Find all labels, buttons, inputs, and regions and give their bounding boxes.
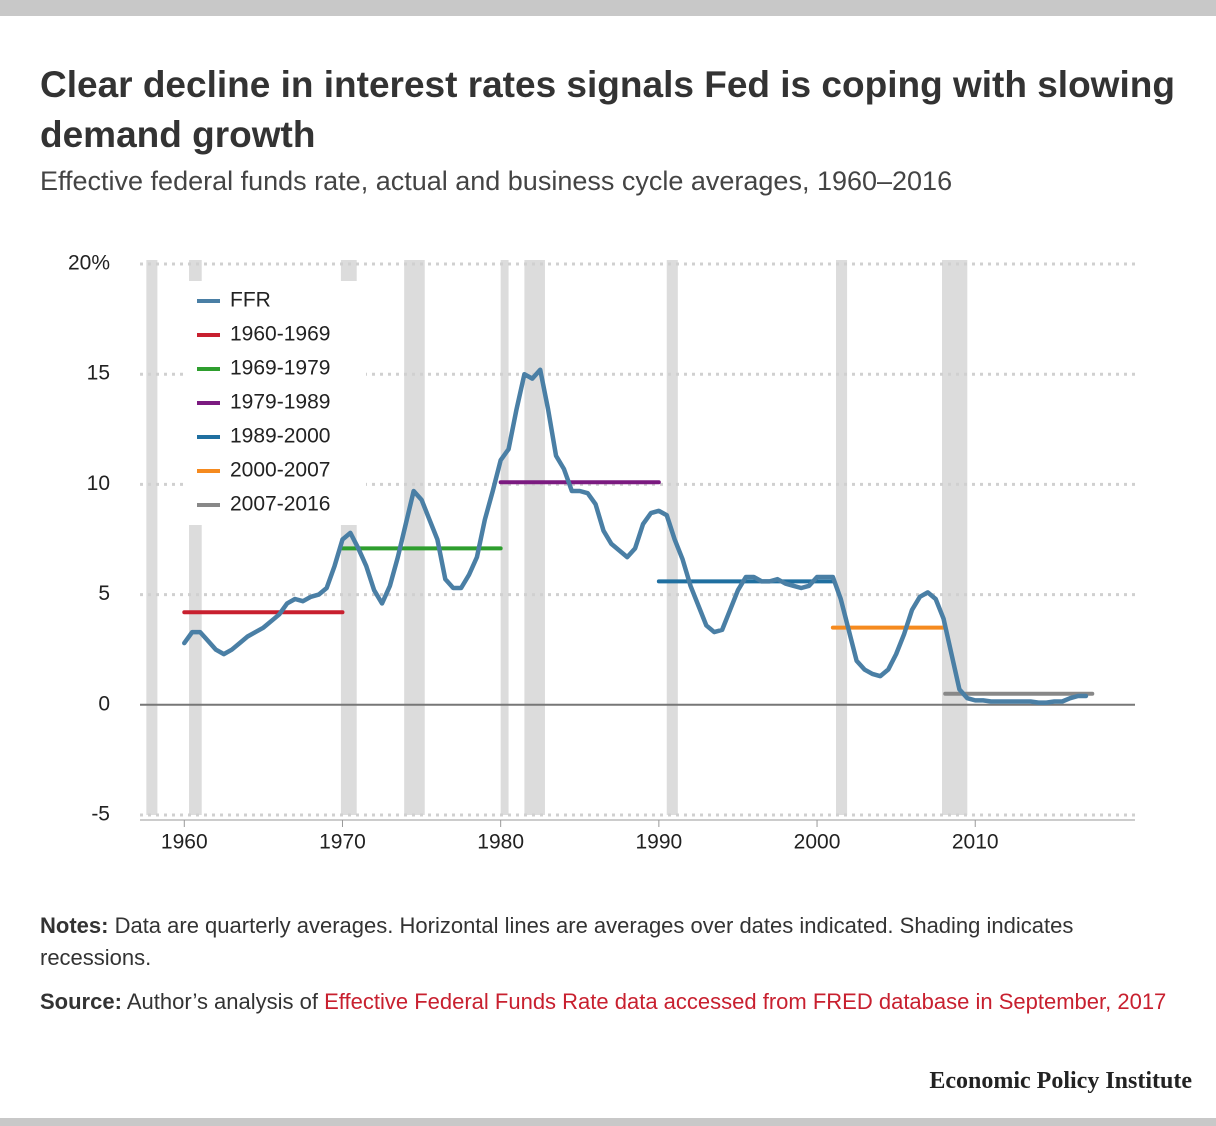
x-tick-label: 2000	[794, 831, 841, 854]
recession-band	[404, 260, 425, 815]
recession-band	[500, 260, 509, 815]
x-tick-label: 1960	[161, 831, 208, 854]
y-tick-label: 0	[98, 692, 110, 715]
bottom-bar	[0, 1118, 1216, 1126]
legend-label: 1979-1989	[230, 391, 330, 414]
source: Source: Author’s analysis of Effective F…	[40, 986, 1170, 1018]
legend-label: 2007-2016	[230, 493, 330, 516]
x-tick-label: 1970	[319, 831, 366, 854]
chart-title: Clear decline in interest rates signals …	[40, 64, 1175, 155]
recession-band	[942, 260, 968, 815]
y-tick-label: 10	[87, 472, 110, 495]
source-text: Author’s analysis of	[121, 989, 325, 1014]
recession-band	[146, 260, 158, 815]
source-link[interactable]: Effective Federal Funds Rate data access…	[324, 989, 1167, 1014]
legend-label: 2000-2007	[230, 459, 330, 482]
top-bar	[0, 0, 1216, 16]
y-tick-label: -5	[91, 803, 110, 826]
legend-label: FFR	[230, 289, 271, 312]
brand: Economic Policy Institute	[929, 1068, 1192, 1094]
y-tick-label: 5	[98, 582, 110, 605]
recession-band	[524, 260, 545, 815]
chart-subtitle: Effective federal funds rate, actual and…	[40, 166, 953, 196]
legend-label: 1960-1969	[230, 323, 330, 346]
y-tick-label: 15	[87, 362, 110, 385]
ffr-line	[182, 367, 1089, 705]
x-tick-label: 1990	[635, 831, 682, 854]
notes-text: Data are quarterly averages. Horizontal …	[40, 913, 1074, 970]
legend-label: 1989-2000	[230, 425, 330, 448]
x-tick-label: 1980	[477, 831, 524, 854]
chart: 20% 15 10 5 0 -5 1960 1970 1980 1990 2000 2010 FFR 19…	[68, 252, 1135, 854]
x-tick-label: 2010	[952, 831, 999, 854]
legend-label: 1969-1979	[230, 357, 330, 380]
notes-label: Notes:	[40, 913, 109, 938]
notes: Notes: Data are quarterly averages. Hori…	[40, 910, 1170, 974]
recession-band	[836, 260, 848, 815]
y-tick-label: 20%	[68, 252, 110, 275]
source-label: Source:	[40, 989, 122, 1014]
